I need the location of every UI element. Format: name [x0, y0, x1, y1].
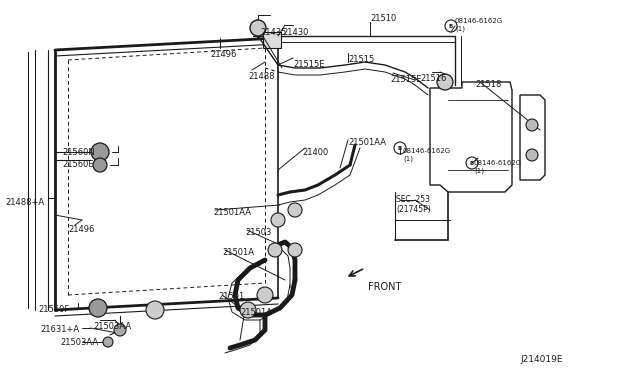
Text: FRONT: FRONT — [368, 282, 401, 292]
Text: 21496: 21496 — [210, 50, 236, 59]
Text: 21631+A: 21631+A — [40, 325, 79, 334]
Circle shape — [146, 301, 164, 319]
Text: B: B — [449, 23, 453, 29]
Circle shape — [114, 324, 126, 336]
Text: 21560N: 21560N — [62, 148, 95, 157]
Circle shape — [526, 119, 538, 131]
Text: 21503AA: 21503AA — [93, 322, 131, 331]
Circle shape — [288, 243, 302, 257]
Text: 21515: 21515 — [348, 55, 374, 64]
Text: 21515E: 21515E — [293, 60, 324, 69]
Text: J214019E: J214019E — [520, 355, 563, 364]
Circle shape — [103, 337, 113, 347]
Circle shape — [250, 20, 266, 36]
Text: 21501AA: 21501AA — [348, 138, 386, 147]
Circle shape — [91, 143, 109, 161]
Text: 21501A: 21501A — [240, 308, 272, 317]
Text: 21430: 21430 — [282, 28, 308, 37]
Text: 21515E: 21515E — [390, 75, 422, 84]
Text: 21560F: 21560F — [38, 305, 69, 314]
Circle shape — [271, 213, 285, 227]
Text: 21503AA: 21503AA — [60, 338, 98, 347]
Text: 21510: 21510 — [370, 14, 396, 23]
Text: SEC. 253
(21745P): SEC. 253 (21745P) — [396, 195, 431, 214]
Text: 21435: 21435 — [260, 28, 286, 37]
Text: 21560E: 21560E — [62, 160, 93, 169]
Text: 21501AA: 21501AA — [213, 208, 251, 217]
Circle shape — [268, 243, 282, 257]
Circle shape — [89, 299, 107, 317]
Text: 21488: 21488 — [248, 72, 275, 81]
Text: 08146-6162G
(1): 08146-6162G (1) — [474, 160, 522, 173]
Text: 21501: 21501 — [218, 292, 244, 301]
Text: 21516: 21516 — [420, 74, 446, 83]
Text: 21501A: 21501A — [222, 248, 254, 257]
Circle shape — [526, 149, 538, 161]
Circle shape — [257, 287, 273, 303]
Text: 21503: 21503 — [245, 228, 271, 237]
Text: 08146-6162G
(1): 08146-6162G (1) — [455, 18, 503, 32]
Text: 21518: 21518 — [475, 80, 501, 89]
Circle shape — [288, 203, 302, 217]
Text: B: B — [398, 145, 402, 151]
Text: 21488+A: 21488+A — [5, 198, 44, 207]
Circle shape — [240, 302, 256, 318]
Text: B: B — [470, 160, 474, 166]
Text: 21496: 21496 — [68, 225, 94, 234]
Circle shape — [93, 158, 107, 172]
Text: 21400: 21400 — [302, 148, 328, 157]
Text: 08146-6162G
(1): 08146-6162G (1) — [403, 148, 451, 161]
Circle shape — [437, 74, 453, 90]
FancyBboxPatch shape — [263, 32, 281, 48]
